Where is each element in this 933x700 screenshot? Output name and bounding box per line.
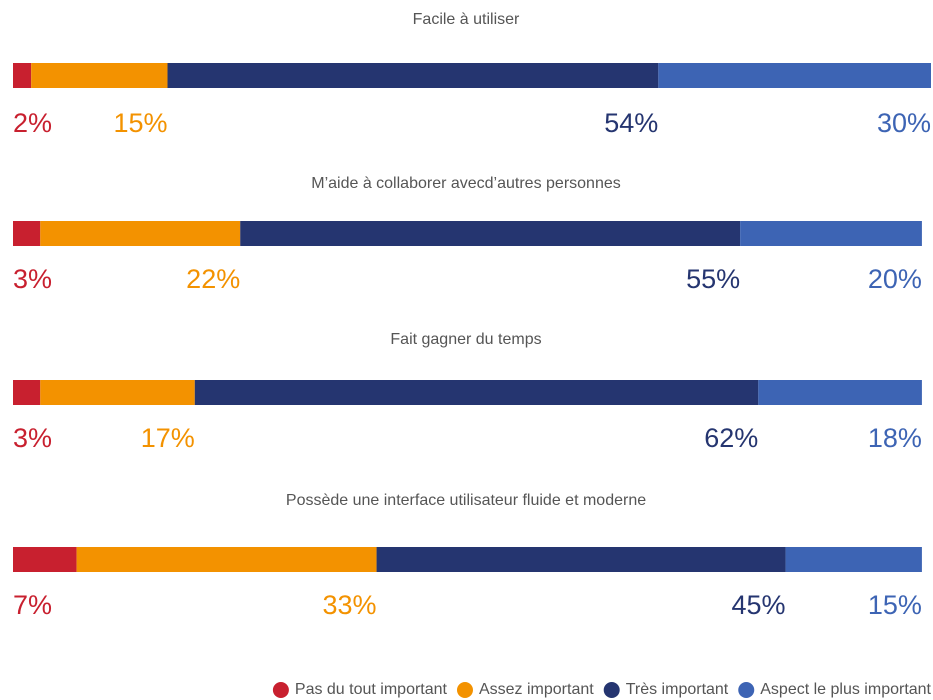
legend-label: Aspect le plus important [760,681,931,698]
value-label: 18% [868,423,922,453]
bar-title: M’aide à collaborer avecd’autres personn… [311,175,621,192]
legend-marker [738,682,755,698]
value-label: 2% [13,108,52,138]
value-label: 20% [868,264,922,294]
bar-segment [376,547,786,572]
bar-segment [758,380,922,405]
legend-label: Très important [626,681,729,698]
bar-title: Facile à utiliser [413,11,520,28]
bar-segment [194,380,759,405]
value-label: 15% [868,590,922,620]
value-label: 54% [604,108,658,138]
bar-title: Possède une interface utilisateur fluide… [286,492,646,509]
bar-segment [31,63,168,88]
value-label: 3% [13,264,52,294]
bar-segment [785,547,922,572]
bar-title: Fait gagner du temps [390,331,541,348]
value-label: 22% [186,264,240,294]
legend-marker [603,682,620,698]
value-label: 62% [704,423,758,453]
value-label: 7% [13,590,52,620]
bar-segment [40,221,241,246]
value-label: 3% [13,423,52,453]
bar-segment [13,63,32,88]
legend-label: Assez important [479,681,594,698]
value-label: 30% [877,108,931,138]
value-label: 55% [686,264,740,294]
legend-label: Pas du tout important [295,681,448,698]
bar-segment [167,63,659,88]
value-label: 17% [141,423,195,453]
value-label: 33% [323,590,377,620]
legend-marker [456,682,473,698]
bar-segment [40,380,195,405]
bar-segment [658,63,931,88]
bar-segment [13,221,41,246]
value-label: 15% [113,108,167,138]
legend-marker [272,682,289,698]
bar-segment [13,380,41,405]
value-label: 45% [732,590,786,620]
bar-segment [76,547,377,572]
bar-segment [240,221,741,246]
bar-segment [740,221,922,246]
bar-segment [13,547,77,572]
